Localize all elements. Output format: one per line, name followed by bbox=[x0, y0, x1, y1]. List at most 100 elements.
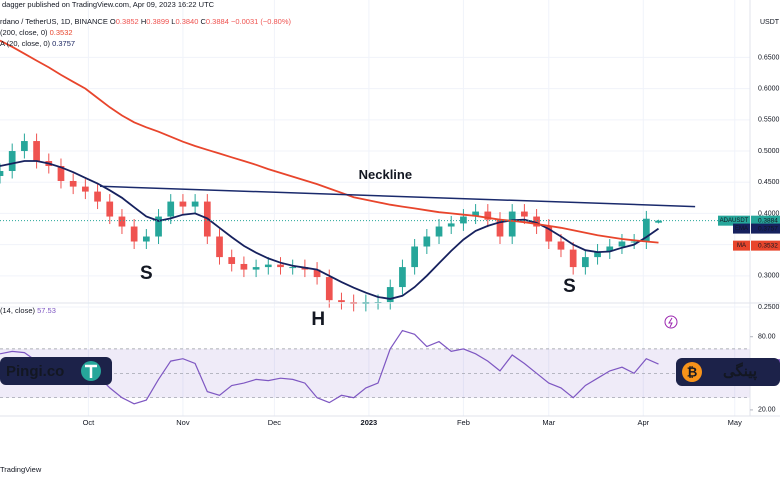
candle-body bbox=[533, 216, 540, 227]
y-tick-label: 0.4000 bbox=[758, 210, 780, 217]
series-name: MA bbox=[737, 243, 746, 249]
candle-body bbox=[57, 166, 65, 181]
candle-body bbox=[618, 241, 626, 247]
candle-body bbox=[69, 180, 77, 187]
candle-body bbox=[0, 170, 4, 176]
series-name: EMA bbox=[735, 226, 748, 232]
left-watermark: Pingi.co bbox=[0, 357, 112, 385]
candle-body bbox=[191, 201, 199, 207]
ohlc-value: 0.3852 bbox=[116, 17, 139, 26]
candle-body bbox=[496, 219, 504, 237]
y-tick-label: 0.5500 bbox=[758, 117, 780, 124]
watermark-box bbox=[676, 358, 780, 386]
candle-body bbox=[386, 287, 394, 303]
symbol: rdano / TetherUS, 1D, BINANCE bbox=[0, 17, 108, 26]
watermark-text: پینگی bbox=[723, 362, 757, 381]
candle-body bbox=[8, 151, 16, 171]
candle-body bbox=[216, 236, 223, 258]
symbol-legend: rdano / TetherUS, 1D, BINANCE O0.3852 H0… bbox=[0, 17, 292, 26]
ohlc-value: 0.3899 bbox=[146, 17, 169, 26]
y-tick-label: 0.6000 bbox=[758, 85, 780, 92]
y-tick-label: 0.4500 bbox=[758, 179, 780, 186]
candle-body bbox=[460, 216, 467, 224]
candle-body bbox=[399, 267, 406, 288]
price-value: 0.3884 bbox=[758, 217, 778, 224]
indicator-line bbox=[0, 39, 659, 244]
candle-body bbox=[411, 246, 418, 268]
candle-body bbox=[130, 226, 138, 242]
ohlc-key: O bbox=[110, 17, 116, 26]
annotation: H bbox=[311, 309, 325, 330]
candle-body bbox=[435, 226, 443, 237]
rsi-legend-value: 57.53 bbox=[37, 306, 56, 315]
series-value-box bbox=[751, 240, 780, 251]
x-tick-label: May bbox=[728, 418, 742, 427]
candle-body bbox=[642, 218, 650, 242]
candle-body bbox=[118, 216, 126, 227]
price-pane: Neckline S H S bbox=[0, 39, 750, 330]
candle-body bbox=[423, 236, 431, 247]
candle-body bbox=[557, 241, 565, 250]
candle-body bbox=[325, 277, 333, 301]
x-tick-label: Oct bbox=[83, 418, 96, 427]
tether-glyph bbox=[85, 364, 97, 378]
candle-body bbox=[484, 211, 492, 220]
annotation: S bbox=[563, 276, 576, 297]
candle-body bbox=[240, 263, 248, 270]
candle-body bbox=[582, 257, 589, 268]
y-tick-label: 0.5000 bbox=[758, 148, 780, 155]
rsi-legend: (14, close) 57.53 bbox=[0, 306, 56, 315]
change: −0.0031 (−0.80%) bbox=[231, 17, 292, 26]
ohlc-key: C bbox=[201, 17, 207, 26]
published-line: dagger published on TradingView.com, Apr… bbox=[2, 0, 215, 9]
y-tick-label: 80.00 bbox=[758, 334, 776, 341]
y-tick-label: 0.2500 bbox=[758, 304, 780, 311]
ema-legend: A (20, close, 0) 0.3757 bbox=[0, 39, 75, 48]
candle-body bbox=[82, 186, 89, 192]
candle-body bbox=[155, 216, 162, 237]
candle-body bbox=[508, 211, 516, 237]
candle-body bbox=[264, 264, 272, 268]
watermark-text: Pingi.co bbox=[6, 363, 64, 380]
ohlc-value: 0.3840 bbox=[175, 17, 198, 26]
candle-body bbox=[447, 223, 455, 227]
y-tick-label: 20.00 bbox=[758, 407, 776, 414]
ohlc-value: 0.3884 bbox=[206, 17, 229, 26]
price-name-box bbox=[718, 215, 750, 226]
alert-bolt bbox=[668, 317, 673, 328]
y-tick-label: 0.6500 bbox=[758, 54, 780, 61]
annotation: Neckline bbox=[359, 167, 412, 182]
grid bbox=[0, 0, 750, 416]
candle-body bbox=[594, 251, 601, 258]
x-tick-label: Apr bbox=[637, 418, 649, 427]
rsi-pane bbox=[0, 329, 750, 405]
candle-body bbox=[289, 267, 297, 269]
ma-legend-text: (200, close, 0) bbox=[0, 28, 48, 37]
candle-body bbox=[179, 201, 187, 207]
price-name: ADAUSDT bbox=[720, 218, 749, 224]
candle-body bbox=[606, 246, 614, 252]
series-value-box bbox=[751, 223, 780, 234]
candle-body bbox=[252, 267, 260, 270]
candle-body bbox=[228, 257, 236, 264]
ema-legend-value: 0.3757 bbox=[52, 39, 75, 48]
candle-body bbox=[630, 241, 638, 243]
candle-body bbox=[167, 201, 175, 217]
rsi-line bbox=[0, 329, 659, 405]
candle-body bbox=[569, 249, 577, 268]
series-value: 0.3757 bbox=[758, 225, 778, 232]
candle-body bbox=[655, 220, 662, 223]
rsi-legend-text: (14, close) bbox=[0, 306, 36, 315]
candle-body bbox=[472, 211, 479, 217]
candle-body bbox=[521, 211, 528, 217]
ma-legend-value: 0.3532 bbox=[50, 28, 73, 37]
candle-body bbox=[94, 191, 101, 202]
candle-body bbox=[106, 201, 114, 217]
candle-body bbox=[142, 236, 150, 242]
candle-body bbox=[545, 226, 553, 242]
candle-body bbox=[21, 141, 28, 152]
candle-body bbox=[313, 269, 321, 278]
ema-legend-text: A (20, close, 0) bbox=[0, 39, 51, 48]
